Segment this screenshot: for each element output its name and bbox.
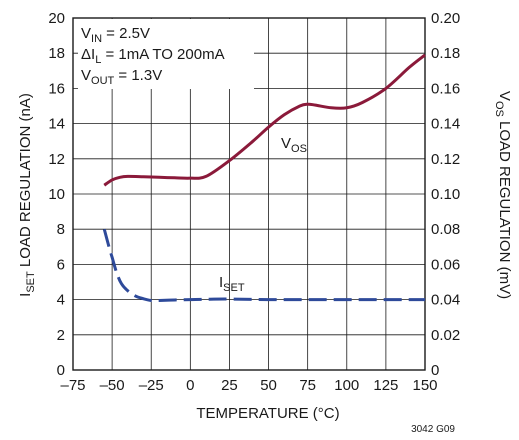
conditions-box xyxy=(78,19,254,89)
series-labels: VOS ISET xyxy=(219,135,307,294)
x-tick-label: –50 xyxy=(100,377,125,394)
y-left-tick-label: 2 xyxy=(57,327,65,344)
x-tick-label: –25 xyxy=(139,377,164,394)
y-right-tick-label: 0.08 xyxy=(431,221,460,238)
series-label-set: ISET xyxy=(219,274,245,294)
condition-main: ΔI xyxy=(81,46,95,63)
condition-sub: IN xyxy=(91,33,102,45)
y-left-tick-label: 12 xyxy=(48,151,65,168)
y-left-axis-title: ISET LOAD REGULATION (nA) xyxy=(17,93,37,297)
condition-sub: OUT xyxy=(91,75,115,87)
figure-id: 3042 G09 xyxy=(411,424,455,435)
plot-frame xyxy=(72,17,426,371)
condition-line: VOUT = 1.3V xyxy=(81,67,162,87)
y-left-tick-label: 16 xyxy=(48,80,65,97)
y-left-title-sub: SET xyxy=(25,271,37,293)
y-right-title-sub: OS xyxy=(493,101,505,117)
y-left-tick-label: 10 xyxy=(48,186,65,203)
series-lines xyxy=(102,53,426,303)
condition-main: V xyxy=(81,67,91,84)
y-left-title-rest: LOAD REGULATION (nA) xyxy=(17,93,34,271)
y-right-tick-label: 0.18 xyxy=(431,45,460,62)
y-left-tick-label: 14 xyxy=(48,116,65,133)
y-left-tick-label: 18 xyxy=(48,45,65,62)
y-right-title-main: V xyxy=(496,91,513,101)
y-left-tick-label: 8 xyxy=(57,221,65,238)
y-right-tick-label: 0.14 xyxy=(431,116,460,133)
y-right-tick-label: 0.20 xyxy=(431,10,460,27)
series-label-sub: SET xyxy=(223,282,245,294)
series-label-os: VOS xyxy=(281,135,307,155)
condition-line: ΔIL = 1mA TO 200mA xyxy=(81,46,225,66)
y-left-tick-label: 20 xyxy=(48,10,65,27)
series-label-main: I xyxy=(219,274,223,291)
x-tick-label: 125 xyxy=(373,377,398,394)
plot-border xyxy=(72,17,426,371)
y-left-tick-label: 6 xyxy=(57,256,65,273)
condition-sub: L xyxy=(95,54,101,66)
y-left-tick-label: 4 xyxy=(57,292,65,309)
x-tick-label: –75 xyxy=(60,377,85,394)
y-right-axis-ticks: 0 0.02 0.04 0.06 0.08 0.10 0.12 0.14 0.16 0.18 0.2… xyxy=(431,10,460,379)
y-left-title-main: I xyxy=(17,293,34,297)
y-right-tick-label: 0.02 xyxy=(431,327,460,344)
x-tick-label: 50 xyxy=(260,377,277,394)
x-tick-label: 25 xyxy=(221,377,238,394)
condition-rest: = 1.3V xyxy=(114,67,162,84)
condition-rest: = 1mA TO 200mA xyxy=(101,46,224,63)
condition-rest: = 2.5V xyxy=(102,25,150,42)
series-line-set xyxy=(102,228,425,303)
series-line-os xyxy=(103,53,426,187)
x-tick-label: 0 xyxy=(186,377,194,394)
y-left-axis-ticks: 0 2 4 6 8 10 12 14 16 18 20 xyxy=(48,10,65,379)
y-right-tick-label: 0.10 xyxy=(431,186,460,203)
x-tick-label: 100 xyxy=(334,377,359,394)
x-axis-title: TEMPERATURE (°C) xyxy=(196,405,339,422)
y-left-tick-label: 0 xyxy=(57,362,65,379)
condition-main: V xyxy=(81,25,91,42)
series-label-main: V xyxy=(281,135,291,152)
y-right-axis-title: VOS LOAD REGULATION (mV) xyxy=(493,91,513,299)
y-right-tick-label: 0 xyxy=(431,362,439,379)
y-right-tick-label: 0.16 xyxy=(431,80,460,97)
x-tick-label: 150 xyxy=(412,377,437,394)
y-right-tick-label: 0.12 xyxy=(431,151,460,168)
y-right-tick-label: 0.04 xyxy=(431,292,460,309)
condition-line: VIN = 2.5V xyxy=(81,25,150,45)
series-label-sub: OS xyxy=(291,143,307,155)
x-tick-label: 75 xyxy=(299,377,316,394)
y-right-tick-label: 0.06 xyxy=(431,256,460,273)
y-right-title-rest: LOAD REGULATION (mV) xyxy=(496,117,513,299)
x-axis-ticks: –75 –50 –25 0 25 50 75 100 125 150 xyxy=(60,377,437,394)
